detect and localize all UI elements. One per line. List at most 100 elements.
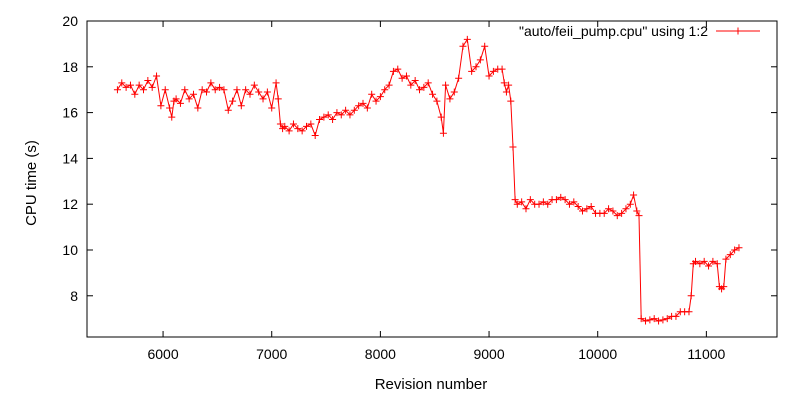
data-point [161, 86, 169, 94]
data-point [498, 65, 506, 73]
data-point [565, 200, 573, 208]
data-point [333, 109, 341, 117]
data-point [168, 113, 176, 121]
data-point [140, 86, 148, 94]
data-point [446, 95, 454, 103]
data-point [329, 115, 337, 123]
data-point [276, 120, 284, 128]
data-point [237, 102, 245, 110]
data-point [181, 86, 189, 94]
data-point [511, 196, 519, 204]
data-point [131, 90, 139, 98]
y-tick-label: 16 [62, 105, 78, 121]
data-point [489, 67, 497, 75]
data-point [302, 122, 310, 130]
x-axis-label: Revision number [375, 376, 488, 393]
data-point [166, 104, 174, 112]
data-point [316, 115, 324, 123]
data-point [646, 316, 654, 324]
data-point [583, 205, 591, 213]
data-point [185, 95, 193, 103]
data-point [574, 202, 582, 210]
data-point [381, 86, 389, 94]
data-point [294, 125, 302, 133]
data-point [359, 99, 367, 107]
data-point [726, 251, 734, 259]
data-point [157, 102, 165, 110]
data-point [672, 312, 680, 320]
data-point [411, 77, 419, 85]
data-point [455, 74, 463, 82]
data-point [618, 209, 626, 217]
data-point [485, 72, 493, 80]
data-point [242, 86, 250, 94]
data-point [609, 207, 617, 215]
data-point [507, 97, 515, 105]
data-point [350, 106, 358, 114]
data-point [289, 120, 297, 128]
data-point [307, 120, 315, 128]
data-point [368, 90, 376, 98]
data-point [622, 205, 630, 213]
data-point [420, 83, 428, 91]
legend-swatch-marker [734, 27, 742, 35]
data-point [224, 106, 232, 114]
data-point [557, 193, 565, 201]
data-point [587, 202, 595, 210]
data-point [229, 97, 237, 105]
data-point [535, 200, 543, 208]
data-point [437, 113, 445, 121]
data-point [342, 106, 350, 114]
data-point [637, 315, 645, 323]
data-point [281, 122, 289, 130]
data-point [633, 207, 641, 215]
data-point [172, 95, 180, 103]
data-point [389, 67, 397, 75]
data-point [509, 143, 517, 151]
data-point [176, 99, 184, 107]
data-point [274, 95, 282, 103]
x-tick-label: 11000 [687, 346, 725, 362]
data-point [311, 131, 319, 139]
data-point [650, 315, 658, 323]
data-point [211, 86, 219, 94]
data-point [113, 86, 121, 94]
data-point [663, 315, 671, 323]
data-point [203, 88, 211, 96]
data-point [144, 77, 152, 85]
data-point [642, 317, 650, 325]
y-tick-label: 10 [62, 242, 78, 258]
data-point [255, 88, 263, 96]
data-point [685, 308, 693, 316]
data-point [544, 200, 552, 208]
data-point [722, 255, 730, 263]
data-point [126, 81, 134, 89]
data-point [135, 81, 143, 89]
data-point [320, 113, 328, 121]
x-tick-label: 7000 [256, 346, 287, 362]
data-point [372, 97, 380, 105]
data-point [735, 244, 743, 252]
data-point [578, 207, 586, 215]
data-point [561, 196, 569, 204]
data-point [539, 198, 547, 206]
data-point [216, 83, 224, 91]
y-tick-label: 20 [62, 13, 78, 29]
data-point [659, 316, 667, 324]
data-point [518, 198, 526, 206]
data-point [472, 63, 480, 71]
data-point [355, 102, 363, 110]
data-point [552, 196, 560, 204]
data-point [207, 79, 215, 87]
legend-label: "auto/feii_pump.cpu" using 1:2 [519, 23, 708, 39]
data-point [122, 83, 130, 91]
data-point [713, 260, 721, 268]
y-tick-label: 8 [70, 288, 78, 304]
data-point [705, 262, 713, 270]
plot-frame [86, 20, 778, 338]
data-point [700, 257, 708, 265]
data-point [416, 86, 424, 94]
data-point [570, 198, 578, 206]
